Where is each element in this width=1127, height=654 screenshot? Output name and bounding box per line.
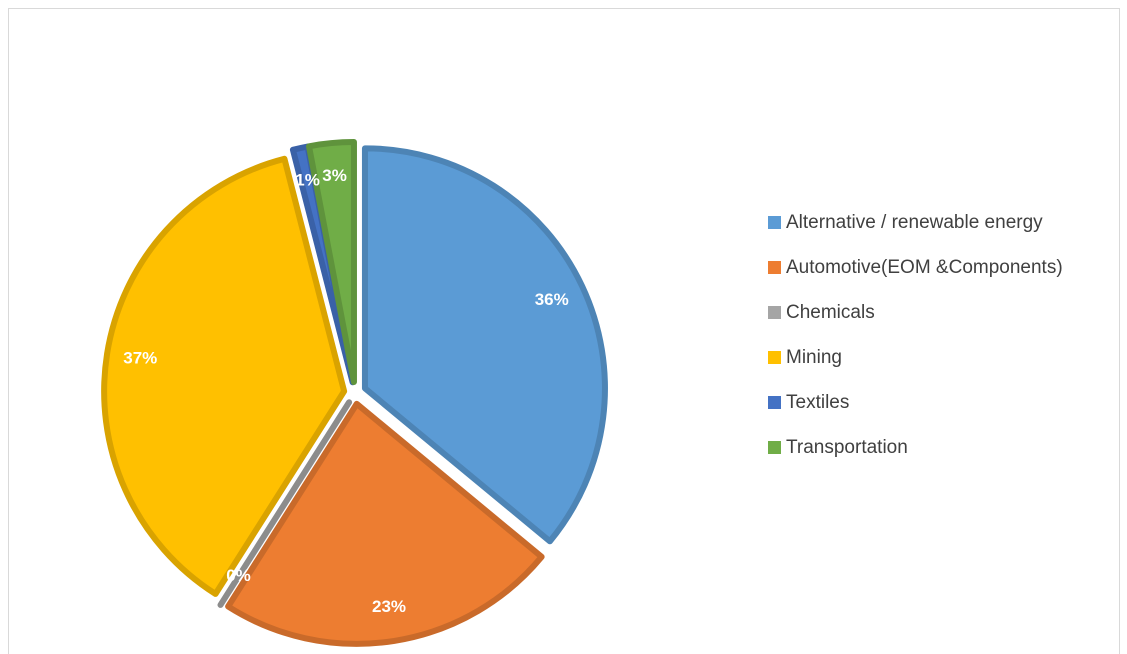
legend-label: Transportation [786, 437, 908, 458]
legend-label: Alternative / renewable energy [786, 212, 1043, 233]
chart-frame [8, 8, 1120, 654]
legend-label: Textiles [786, 392, 849, 413]
data-label: 36% [535, 290, 569, 309]
pie-slice [225, 400, 545, 647]
data-label: 23% [372, 597, 406, 616]
legend-label: Mining [786, 347, 842, 368]
legend-swatch [768, 396, 781, 409]
data-label: 0% [226, 566, 251, 585]
data-label: 3% [322, 166, 347, 185]
pie-slice [361, 145, 608, 545]
legend-swatch [768, 441, 781, 454]
pie-slice [305, 139, 357, 386]
data-label: 37% [123, 348, 157, 367]
legend-swatch [768, 216, 781, 229]
legend-swatch [768, 351, 781, 364]
legend-swatch [768, 261, 781, 274]
data-label: 1% [295, 170, 320, 189]
pie-slice [217, 399, 353, 608]
pie-slice [101, 155, 348, 597]
legend-label: Chemicals [786, 302, 875, 323]
legend-swatch [768, 306, 781, 319]
legend-label: Automotive(EOM &Components) [786, 257, 1063, 278]
